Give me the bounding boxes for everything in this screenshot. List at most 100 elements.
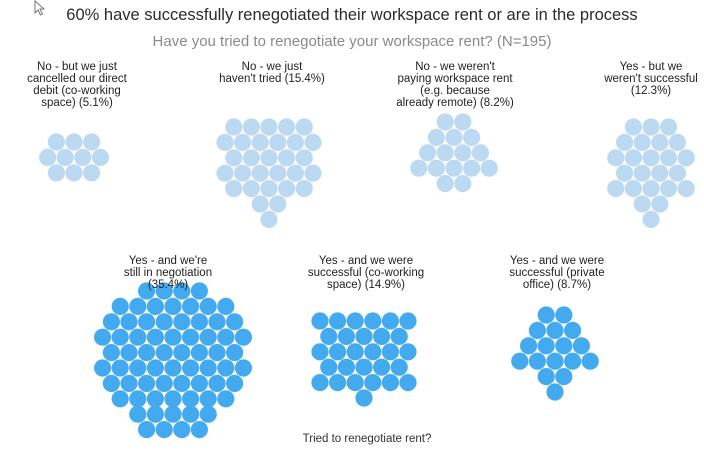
bubble-point — [173, 421, 191, 439]
bubble-point — [138, 282, 156, 300]
bubble-point — [146, 390, 164, 408]
label-line: space) (14.9%) — [327, 279, 405, 291]
bubble-point — [74, 148, 92, 166]
bubble-point — [329, 312, 347, 330]
label-line: successful (private — [509, 267, 605, 279]
label-line: haven't tried (15.4%) — [219, 73, 325, 85]
bubble-point — [419, 144, 437, 162]
label-line: (35.4%) — [147, 279, 189, 291]
bubble-point — [346, 374, 364, 392]
label-line: weren't successful — [604, 73, 698, 85]
bubble-point — [436, 175, 454, 193]
bubble-point — [269, 133, 287, 151]
bubble-point — [564, 321, 582, 339]
label-line: already remote) (8.2%) — [396, 97, 514, 109]
bubble-point — [190, 282, 208, 300]
bubble-point — [364, 374, 382, 392]
bubble-point — [164, 405, 182, 423]
bubble-point — [269, 195, 287, 213]
bubble-point — [616, 133, 634, 151]
bubble-point — [146, 405, 164, 423]
bubble-point — [463, 128, 481, 146]
bubble-point — [129, 405, 147, 423]
label-line: No - but we just — [37, 61, 117, 73]
bubble-point — [546, 321, 564, 339]
chart-subtitle: Have you tried to renegotiate your works… — [152, 33, 552, 50]
bubble-point — [373, 327, 391, 345]
bubble-point — [111, 297, 129, 315]
bubble-point — [642, 180, 660, 198]
bubble-point — [226, 344, 244, 362]
bubble-point — [208, 374, 226, 392]
bubble-point — [295, 149, 313, 167]
bubble-point — [286, 164, 304, 182]
bubble-point — [260, 210, 278, 228]
bubble-point — [546, 352, 564, 370]
bubble-point — [208, 313, 226, 331]
bubble-point — [555, 368, 573, 386]
bubble-point — [111, 328, 129, 346]
bubble-point — [528, 352, 547, 370]
bubble-point — [182, 359, 200, 377]
bubble-point — [164, 390, 182, 408]
bubble-point — [329, 374, 347, 392]
bubble-point — [234, 328, 252, 346]
bubble-point — [346, 343, 364, 361]
bubble-point — [278, 180, 296, 198]
bubble-point — [182, 405, 200, 423]
bubble-point — [445, 159, 463, 177]
bubble-point — [642, 149, 660, 167]
bubble-point — [355, 327, 373, 345]
bubble-point — [381, 374, 399, 392]
bubble-point — [91, 148, 109, 166]
label-line: still in negotiation — [123, 267, 213, 279]
bubble-point — [651, 164, 669, 182]
group-label: No - we just haven't tried (15.4%) — [192, 61, 352, 85]
bubble-point — [226, 374, 244, 392]
label-line: Yes - and we were — [509, 255, 605, 267]
bubble-point — [199, 359, 217, 377]
label-line: No - we weren't — [415, 61, 495, 73]
bubble-point — [199, 297, 217, 315]
bubble-point — [364, 343, 382, 361]
bubble-point — [616, 164, 634, 182]
label-line: Yes - but we — [619, 61, 683, 73]
label-line: No - we just — [241, 61, 303, 73]
bubble-point — [677, 180, 695, 198]
bubble-point — [633, 164, 651, 182]
bubble-point — [346, 312, 364, 330]
bubble-point — [39, 148, 57, 166]
bubble-point — [454, 113, 472, 131]
bubble-point — [668, 133, 687, 151]
bubble-point — [463, 159, 481, 177]
bubble-point — [94, 328, 112, 346]
label-line: space) (5.1%) — [41, 97, 113, 109]
bubble-point — [155, 344, 173, 362]
bubble-point — [528, 321, 547, 339]
bubble-point — [173, 344, 191, 362]
bubble-point — [164, 328, 182, 346]
bubble-point — [624, 180, 643, 198]
bubble-point — [399, 343, 417, 361]
bubble-point — [304, 133, 322, 151]
bubble-point — [217, 297, 235, 315]
bubble-point — [234, 164, 252, 182]
bubble-point — [260, 118, 278, 136]
bubble-point — [677, 149, 695, 167]
bubble-point — [190, 374, 208, 392]
chart-title: 60% have successfully renegotiated their… — [66, 6, 638, 24]
bubble-point — [337, 358, 355, 376]
bubble-point — [445, 128, 463, 146]
bubble-point — [311, 312, 329, 330]
bubble-point — [355, 358, 373, 376]
bubble-point — [65, 133, 83, 151]
bubble-point — [120, 374, 138, 392]
bubble-point — [129, 297, 147, 315]
bubble-point — [190, 421, 208, 439]
bubble-point — [660, 118, 678, 136]
bubble-point — [564, 352, 582, 370]
bubble-point — [216, 164, 234, 182]
bubble-point — [111, 390, 129, 408]
bubble-point — [173, 374, 191, 392]
group-label: No - we weren't paying workspace rent (e… — [375, 61, 535, 109]
